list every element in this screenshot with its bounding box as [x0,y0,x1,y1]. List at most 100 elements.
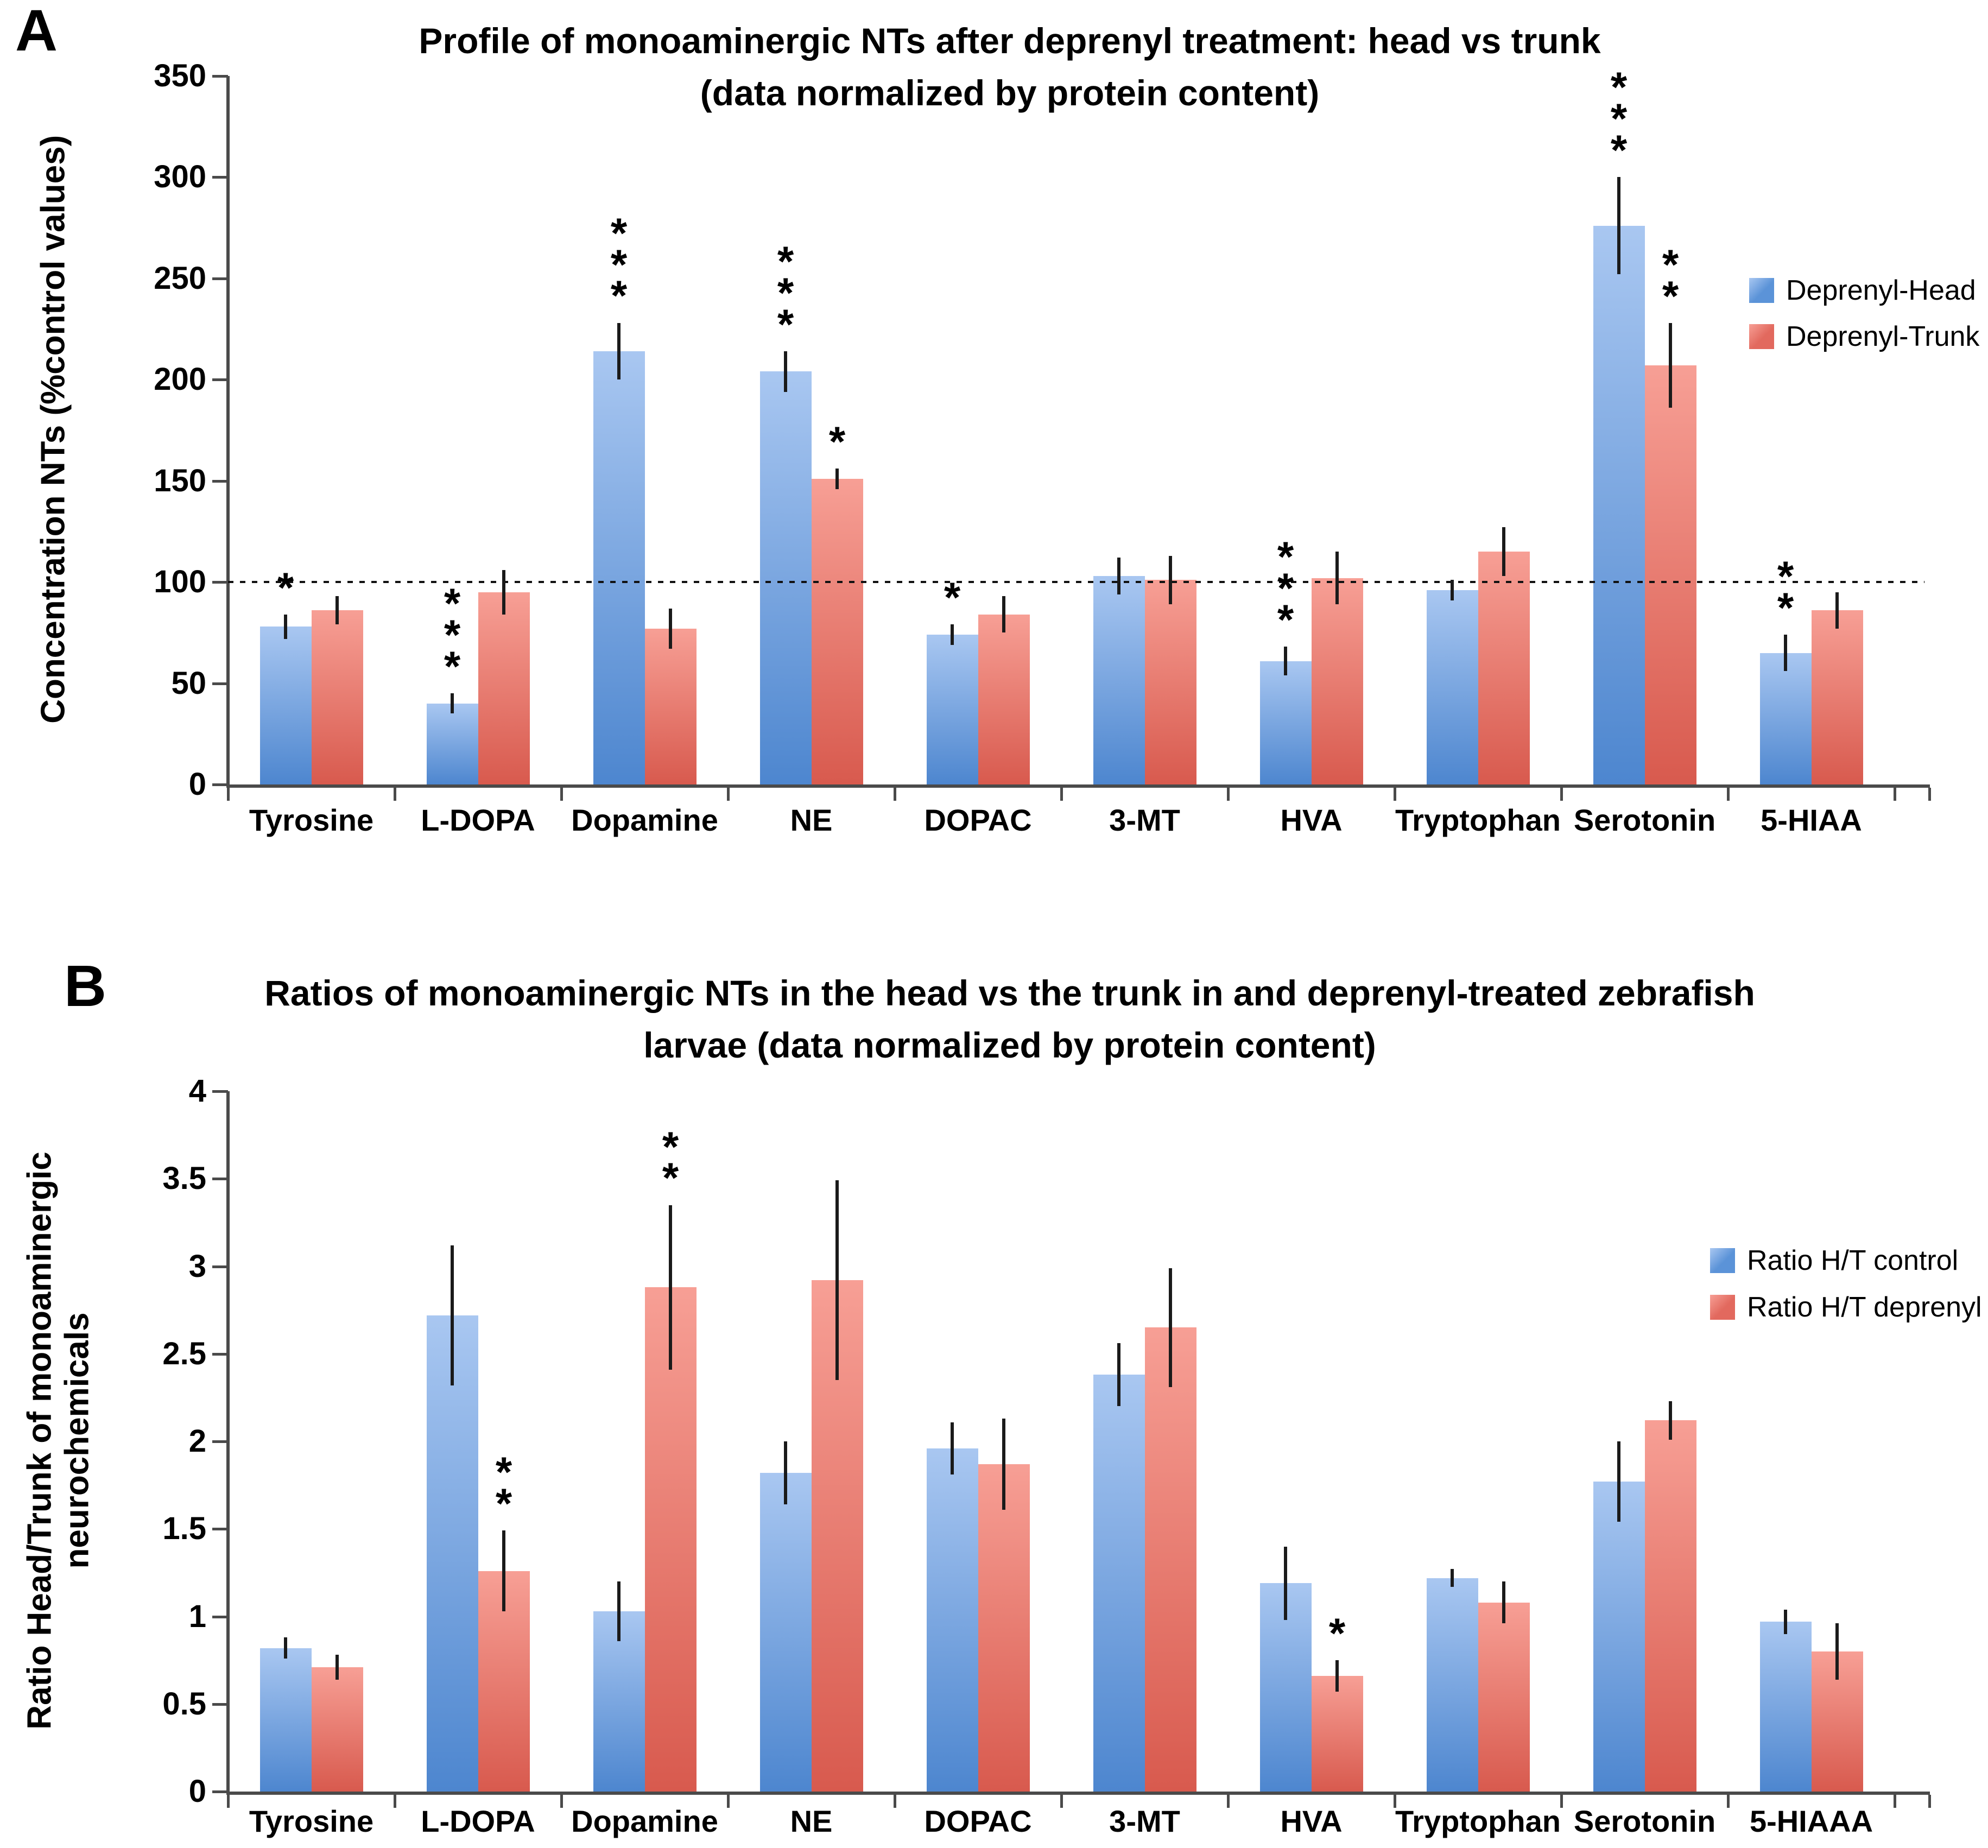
error-bar [784,1441,787,1505]
error-bar [335,596,339,625]
legend-item: Ratio H/T control [1710,1244,1958,1277]
panel-a-title: Profile of monoaminergic NTs after depre… [228,15,1791,119]
x-tick [1227,1795,1230,1808]
significance-marker: * * * [1610,63,1628,174]
significance-marker: * * * [777,237,794,348]
legend-item: Deprenyl-Head [1749,274,1976,307]
bar-deprenyl-trunk-dopamine [644,628,697,784]
panel-b-title: Ratios of monoaminergic NTs in the head … [228,967,1791,1071]
error-bar [1169,1268,1172,1388]
x-tick [227,788,230,801]
error-bar [1002,596,1005,633]
x-tick [394,788,396,801]
y-tick [212,1440,228,1443]
y-tick-label: 4 [188,1073,206,1109]
error-bar [1669,322,1672,408]
bar-deprenyl-trunk-l-dopa [478,592,530,784]
bar-ratio-h-t-deprenyl-serotonin [1644,1420,1696,1792]
y-tick-label: 300 [154,159,206,195]
bar-ratio-h-t-control-dopac [926,1448,978,1792]
y-tick [212,682,228,685]
error-bar [1669,1401,1672,1440]
error-bar [1502,1581,1505,1624]
y-axis [226,76,230,788]
error-bar [617,322,621,380]
x-category-label: Dopamine [571,803,718,837]
error-bar [784,351,787,392]
error-bar [1335,1660,1339,1692]
x-tick [1060,1795,1063,1808]
y-tick-label: 150 [154,463,206,498]
error-bar [1284,647,1287,675]
bar-deprenyl-head-ne [759,371,812,784]
bar-deprenyl-trunk-serotonin [1644,365,1696,784]
panel-a-letter: A [15,0,58,63]
bar-ratio-h-t-control-serotonin [1593,1482,1645,1792]
error-bar [835,1180,839,1381]
ratio-control-swatch-icon [1710,1248,1735,1273]
bar-deprenyl-trunk-ne [811,478,863,784]
x-tick [1060,788,1063,801]
bar-ratio-h-t-control-3-mt [1093,1375,1145,1792]
x-category-label: 3-MT [1109,803,1180,837]
bar-ratio-h-t-deprenyl-3-mt [1144,1327,1196,1792]
y-tick [212,378,228,382]
error-bar [1835,592,1839,629]
ratio-deprenyl-swatch-icon [1710,1295,1735,1320]
bar-ratio-h-t-control-dopamine [593,1611,645,1792]
bar-deprenyl-head-l-dopa [426,703,478,784]
panel-b-title-line1: Ratios of monoaminergic NTs in the head … [264,973,1755,1013]
panel-b-letter: B [64,953,106,1018]
bar-ratio-h-t-control-tryptophan [1426,1578,1478,1792]
y-tick-label: 3.5 [162,1161,206,1197]
x-category-label: L-DOPA [421,1804,535,1838]
x-tick [894,1795,896,1808]
bar-deprenyl-head-hva [1259,661,1312,784]
error-bar [1617,177,1620,275]
y-tick-label: 350 [154,58,206,93]
x-tick [1894,788,1896,801]
x-tick [727,788,730,801]
panel-a-title-line1: Profile of monoaminergic NTs after depre… [419,21,1601,61]
significance-marker: * [828,417,846,466]
bar-ratio-h-t-deprenyl-dopac [978,1464,1030,1792]
y-tick-label: 3 [188,1248,206,1284]
x-tick [1928,788,1931,801]
significance-marker: * * * [610,208,628,320]
significance-marker: * [277,563,294,611]
y-tick [212,1790,228,1793]
deprenyl-head-swatch-icon [1749,278,1774,303]
y-tick [212,176,228,179]
x-category-label: 5-HIAA [1761,803,1862,837]
x-category-label: Serotonin [1573,803,1716,837]
x-tick [1727,788,1730,801]
bar-deprenyl-trunk-tyrosine [311,610,363,784]
y-tick [212,581,228,584]
error-bar [1784,1609,1787,1634]
error-bar [1835,1623,1839,1680]
error-bar [284,1637,287,1659]
error-bar [451,1245,454,1385]
error-bar [951,624,954,645]
error-bar [502,569,505,615]
x-tick [1894,1795,1896,1808]
error-bar [951,1422,954,1475]
y-tick [212,1265,228,1268]
x-tick [560,1795,563,1808]
x-tick [560,788,563,801]
y-tick-label: 100 [154,564,206,600]
y-tick [212,1615,228,1618]
error-bar [669,608,672,649]
error-bar [335,1655,339,1680]
legend-label: Ratio H/T control [1747,1245,1959,1276]
error-bar [1784,635,1787,672]
error-bar [1451,580,1454,600]
y-tick [212,783,228,786]
error-bar [669,1205,672,1370]
x-category-label: HVA [1280,803,1343,837]
error-bar [1117,1343,1120,1407]
panel-a-y-axis-title: Concentration NTs (%control values) [34,135,72,724]
error-bar [1502,527,1505,576]
error-bar [502,1530,505,1611]
error-bar [1451,1569,1454,1587]
